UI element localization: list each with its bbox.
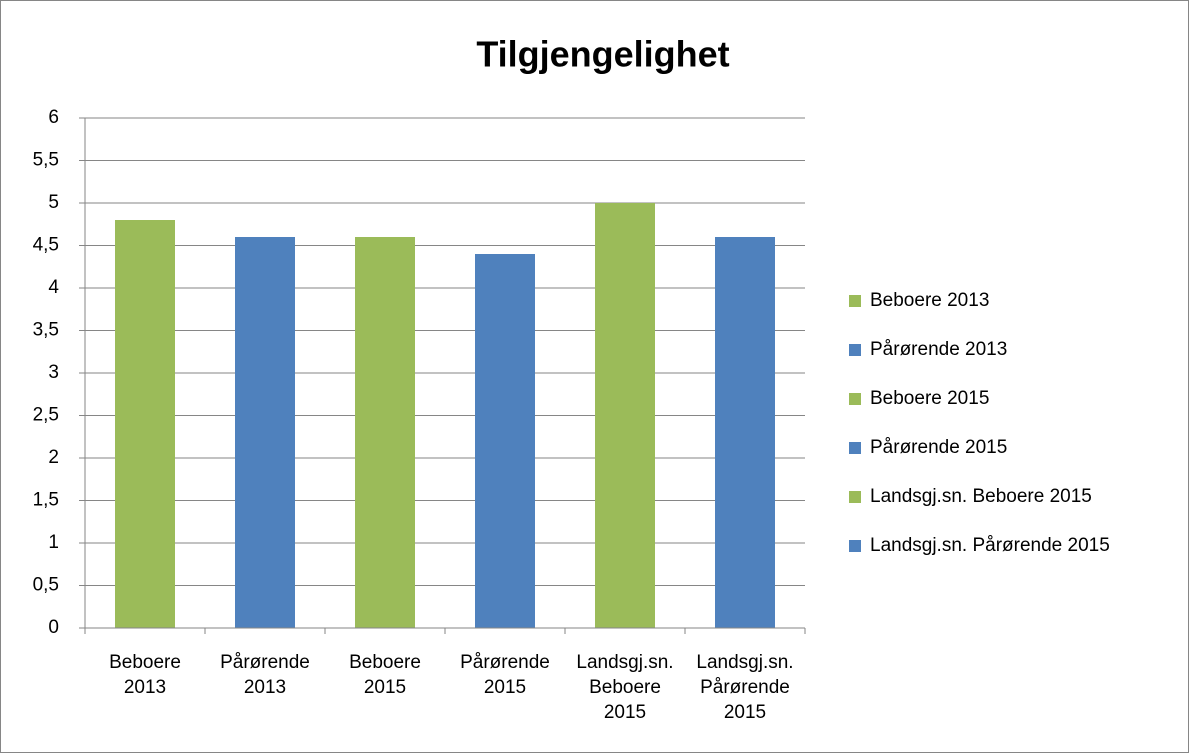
bar (115, 220, 175, 628)
legend-label: Landsgj.sn. Beboere 2015 (870, 486, 1092, 507)
x-tick-label: Beboere 2015 (349, 652, 421, 698)
y-tick-label: 5 (48, 192, 59, 213)
legend-label: Landsgj.sn. Pårørende 2015 (870, 535, 1110, 556)
legend-swatch (849, 344, 861, 356)
x-tick-label: Pårørende 2015 (460, 652, 550, 698)
legend-label: Pårørende 2013 (870, 339, 1007, 360)
y-tick-label: 2,5 (33, 405, 59, 426)
legend-swatch (849, 442, 861, 454)
chart-title: Tilgjengelighet (476, 34, 729, 75)
bar (475, 254, 535, 628)
x-tick-label: Landsgj.sn. Beboere 2015 (576, 652, 674, 723)
y-tick-label: 3,5 (33, 320, 59, 341)
bar (235, 237, 295, 628)
bar (595, 203, 655, 628)
legend-label: Pårørende 2015 (870, 437, 1007, 458)
y-tick-label: 0 (48, 617, 59, 638)
legend-swatch (849, 295, 861, 307)
legend-swatch (849, 491, 861, 503)
x-tick-label: Pårørende 2013 (220, 652, 310, 698)
y-tick-label: 4,5 (33, 235, 59, 256)
y-tick-label: 3 (48, 362, 59, 383)
y-tick-label: 0,5 (33, 575, 59, 596)
legend-swatch (849, 540, 861, 552)
legend-label: Beboere 2013 (870, 290, 989, 311)
legend-swatch (849, 393, 861, 405)
y-tick-label: 1 (48, 532, 59, 553)
x-tick-label: Beboere 2013 (109, 652, 181, 698)
y-tick-label: 2 (48, 447, 59, 468)
bar (715, 237, 775, 628)
y-tick-label: 1,5 (33, 490, 59, 511)
y-tick-label: 4 (48, 277, 59, 298)
y-tick-label: 6 (48, 107, 59, 128)
y-tick-label: 5,5 (33, 150, 59, 171)
x-tick-label: Landsgj.sn. Pårørende 2015 (696, 652, 794, 723)
bar (355, 237, 415, 628)
legend-label: Beboere 2015 (870, 388, 989, 409)
